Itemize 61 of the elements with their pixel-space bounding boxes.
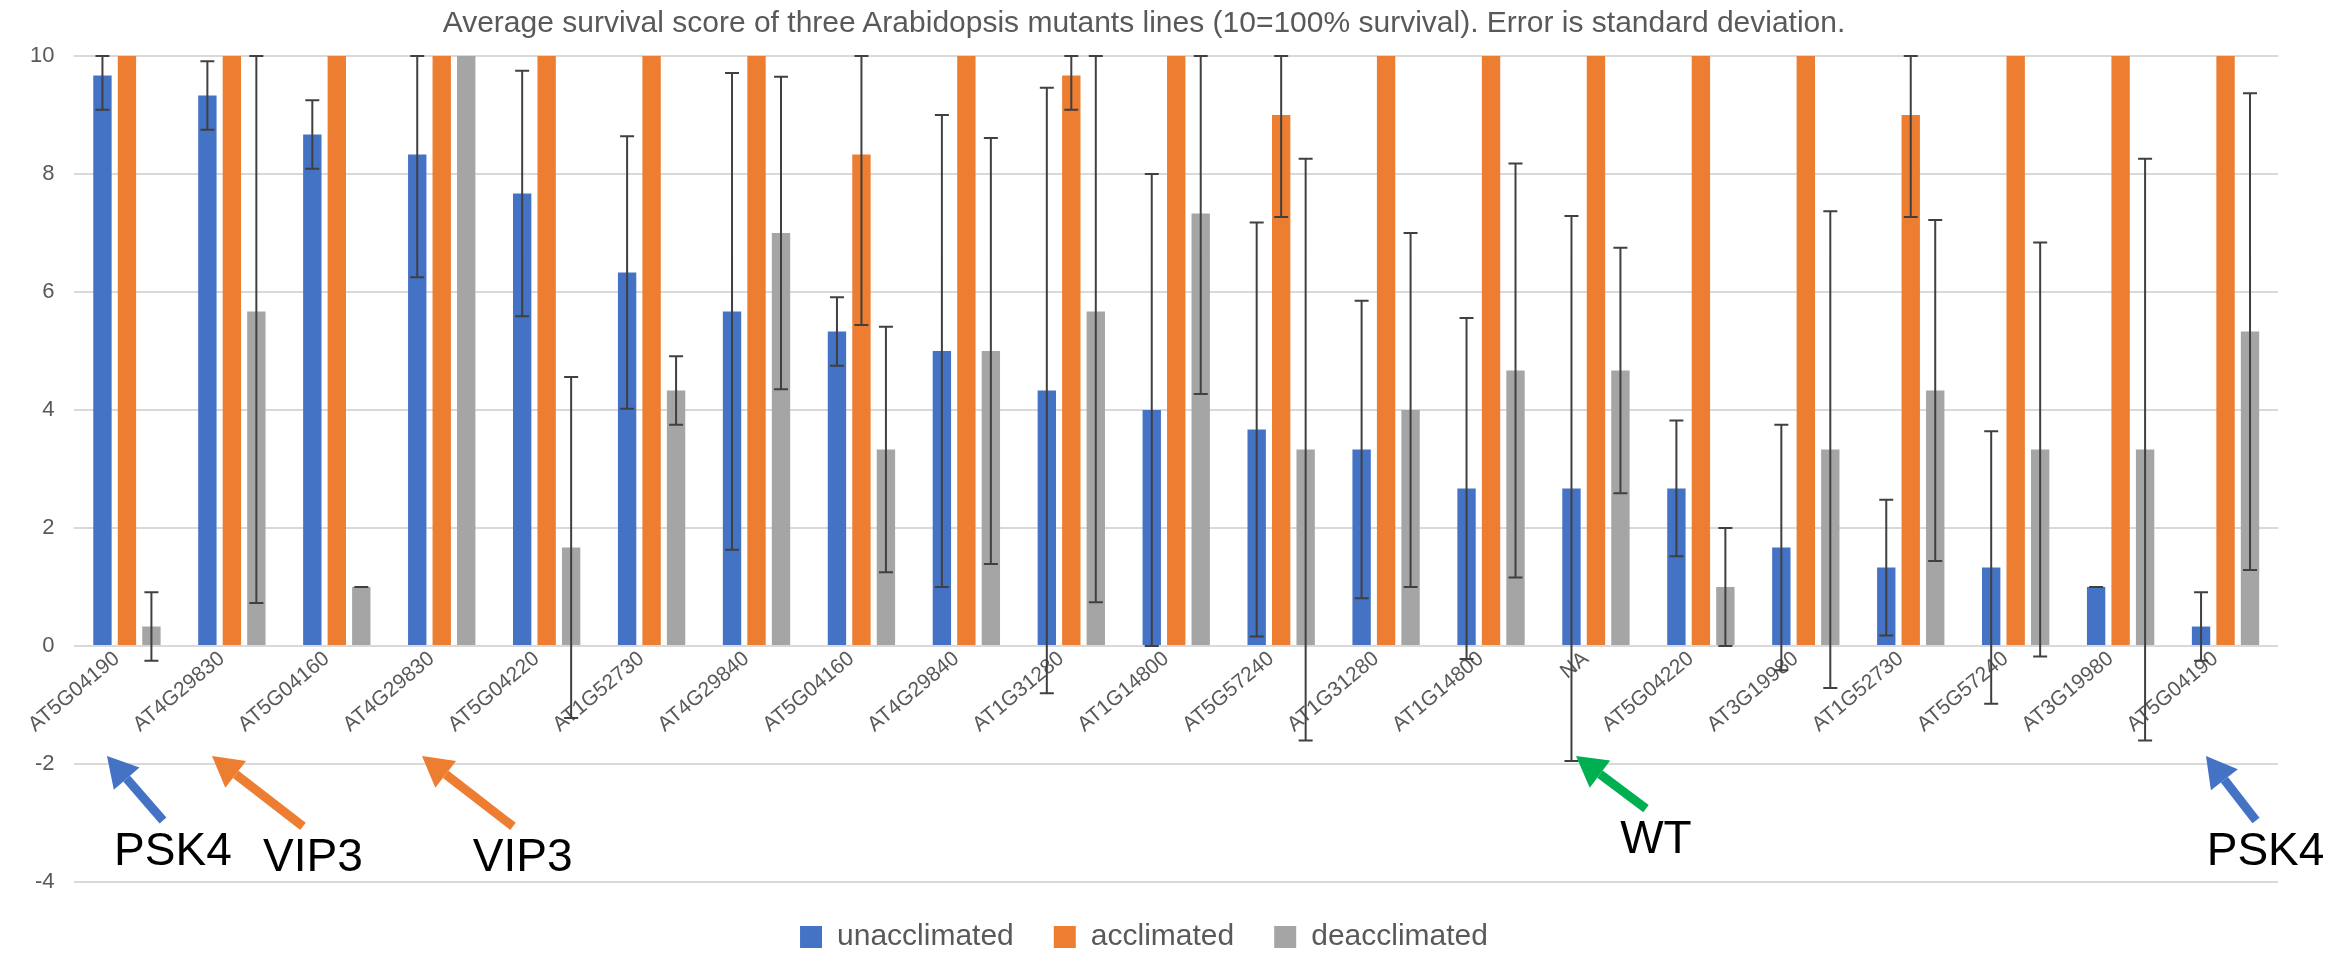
bar xyxy=(1926,390,1945,645)
bar xyxy=(1271,115,1291,645)
x-tick-label: NA xyxy=(1555,645,1593,683)
bar xyxy=(303,134,322,645)
bar xyxy=(2111,56,2130,645)
bar xyxy=(1401,410,1420,645)
bar xyxy=(117,56,137,645)
bar xyxy=(1667,488,1686,645)
bar xyxy=(666,390,686,645)
bar xyxy=(1376,56,1396,645)
bar xyxy=(432,56,451,645)
bar xyxy=(457,56,476,645)
bar xyxy=(2216,56,2235,645)
bar xyxy=(1167,56,1186,645)
bar xyxy=(771,233,791,645)
legend-label: unacclimated xyxy=(837,918,1014,952)
bar xyxy=(827,331,847,645)
annotation: PSK4 xyxy=(2206,823,2325,876)
bar xyxy=(327,56,346,645)
legend-label: acclimated xyxy=(1090,918,1235,952)
bar xyxy=(1901,115,1920,645)
bar xyxy=(957,56,976,645)
bar xyxy=(198,95,217,645)
y-tick-label: 4 xyxy=(42,396,55,422)
bar xyxy=(408,154,427,645)
y-tick-label: 8 xyxy=(42,160,55,186)
bar xyxy=(1062,75,1081,645)
bar xyxy=(222,56,242,645)
bar xyxy=(1796,56,1815,645)
bar xyxy=(981,351,1001,645)
bar xyxy=(876,449,896,645)
bar xyxy=(537,56,556,645)
bar xyxy=(247,311,266,645)
bar xyxy=(1691,56,1711,645)
y-tick-label: 10 xyxy=(29,42,55,68)
annotation: WT xyxy=(1620,811,1692,864)
bar xyxy=(1352,449,1371,645)
y-tick-label: -2 xyxy=(34,750,55,776)
y-tick-label: -4 xyxy=(34,868,55,894)
legend-label: deacclimated xyxy=(1311,918,1488,952)
bar xyxy=(1586,56,1606,645)
bar xyxy=(747,56,766,645)
bar xyxy=(352,587,371,645)
bar xyxy=(1191,213,1210,645)
bar xyxy=(642,56,661,645)
annotation: PSK4 xyxy=(114,823,232,876)
bar xyxy=(1506,370,1525,645)
bar xyxy=(1481,56,1501,645)
annotation: VIP3 xyxy=(472,829,573,882)
bar xyxy=(512,193,532,645)
chart-title: Average survival score of three Arabidopsis mutants lines (10=100% survival). Error is standard deviation. xyxy=(442,5,1846,39)
bar xyxy=(2086,587,2106,645)
y-tick-label: 2 xyxy=(42,514,55,540)
bar xyxy=(93,75,112,645)
bar xyxy=(617,272,637,645)
annotation: VIP3 xyxy=(263,829,363,882)
y-tick-label: 0 xyxy=(42,632,55,658)
bar xyxy=(2006,56,2025,645)
y-tick-label: 6 xyxy=(42,278,55,304)
bar xyxy=(1611,370,1630,645)
bar xyxy=(852,154,871,645)
